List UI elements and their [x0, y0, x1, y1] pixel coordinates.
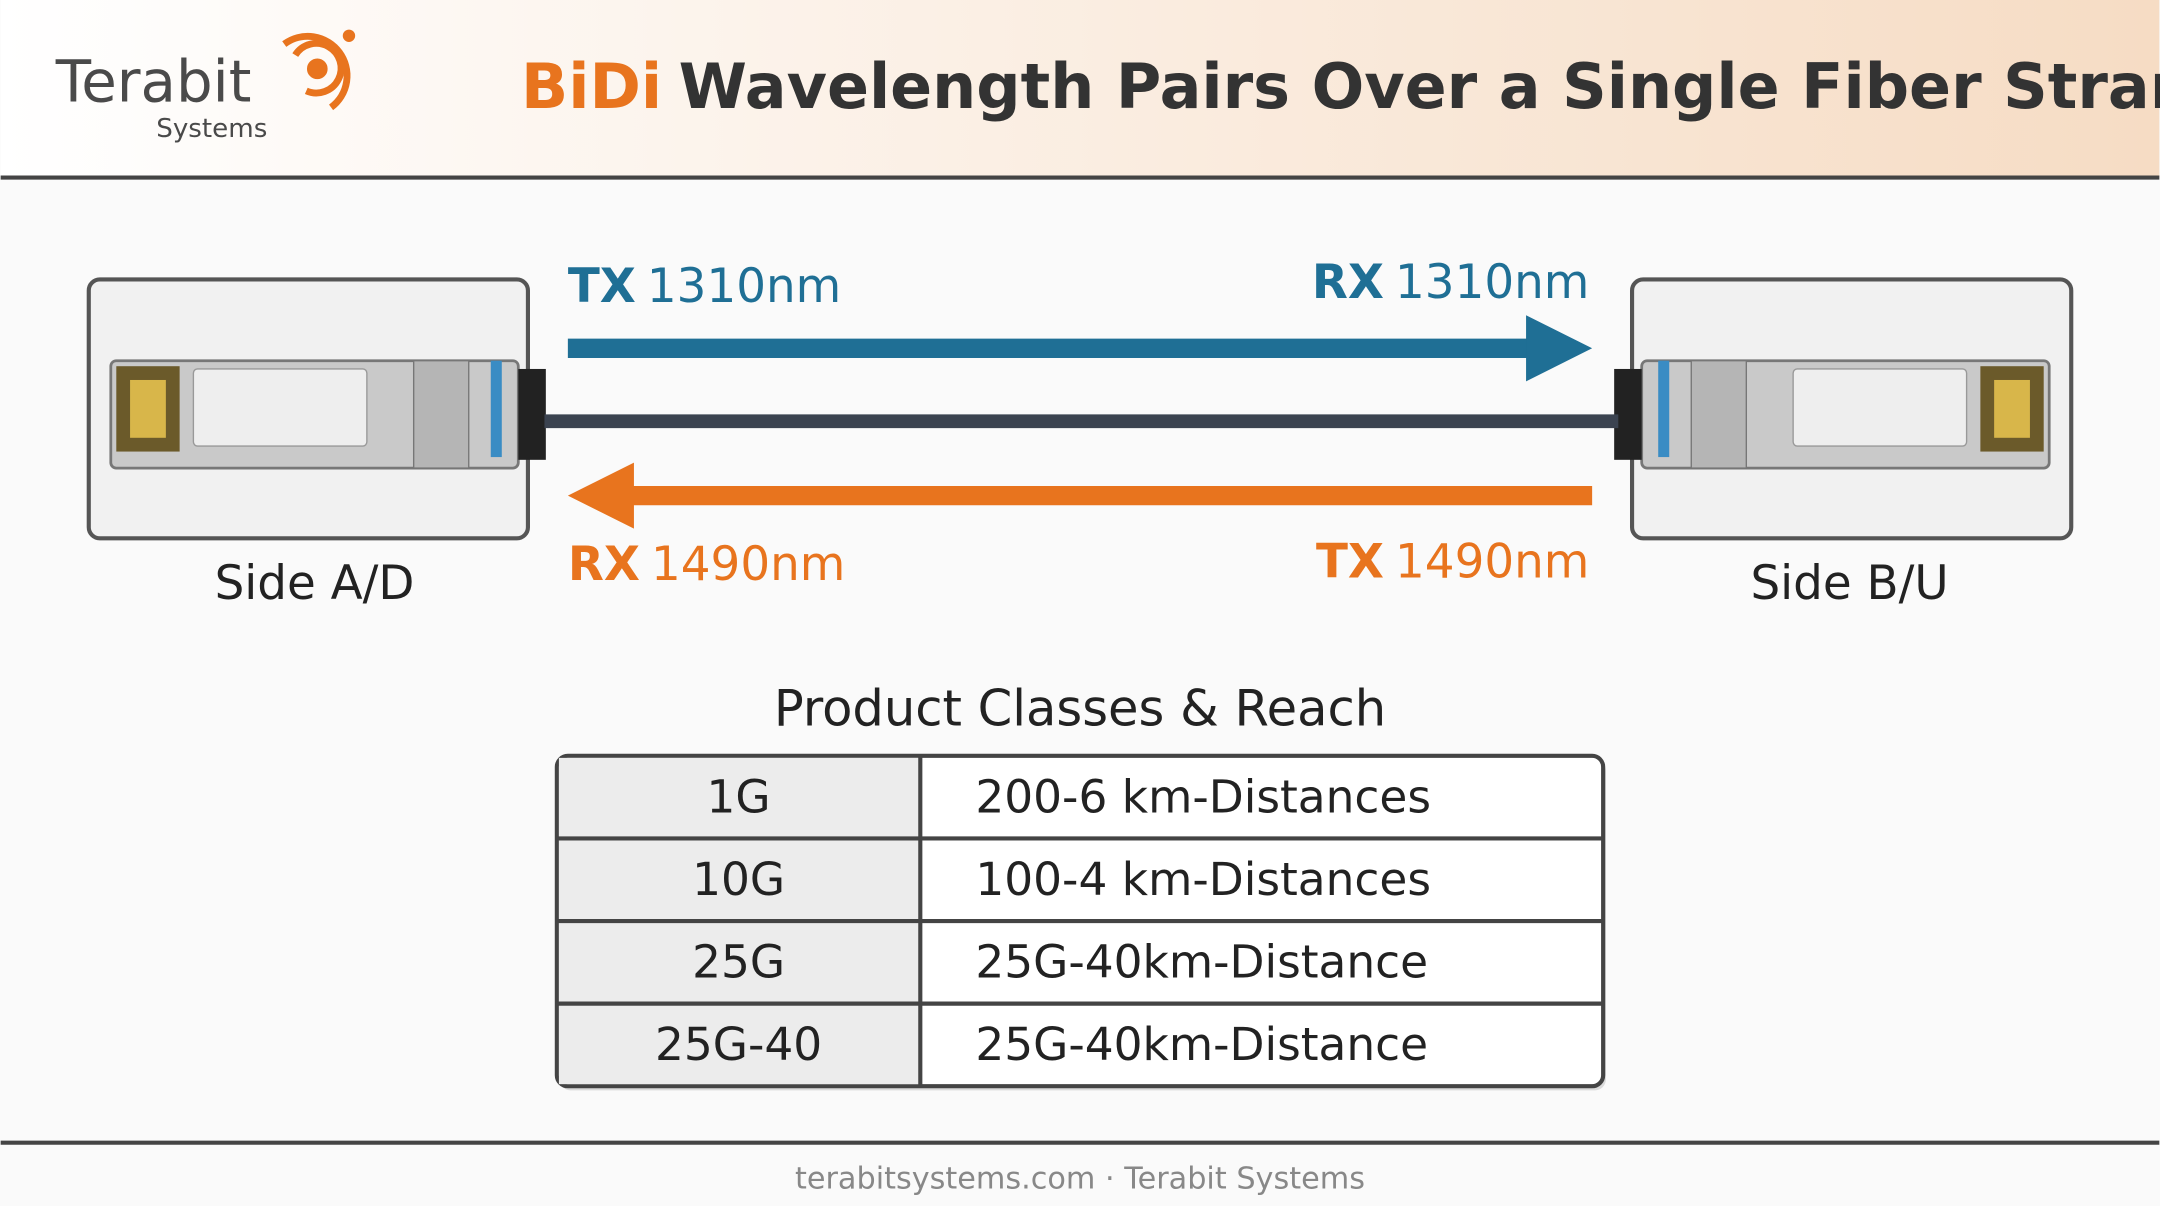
table-reach: 25G-40km-Distance	[975, 1018, 1428, 1071]
signal-role: RX	[568, 538, 640, 592]
table-title: Product Classes & Reach	[774, 679, 1386, 737]
signal-label: TX 1490nm	[1316, 535, 1589, 589]
logo-mark	[282, 29, 356, 111]
logo-arc	[292, 39, 345, 97]
table-class: 25G-40	[655, 1018, 822, 1071]
table-class: 10G	[692, 853, 785, 906]
signal-label: RX 1490nm	[568, 538, 845, 592]
signal-wavelength: 1490nm	[651, 538, 845, 592]
page-title: BiDi Wavelength Pairs Over a Single Fiber…	[521, 50, 2160, 123]
signal-wavelength: 1310nm	[647, 260, 841, 314]
logo-dot	[306, 58, 328, 80]
signal-wavelength: 1310nm	[1395, 255, 1589, 309]
transceiver-b	[1614, 279, 2071, 538]
table-reach: 200-6 km-Distances	[975, 770, 1431, 823]
table-reach: 100-4 km-Distances	[975, 853, 1431, 906]
module-label	[192, 368, 368, 447]
table-class: 25G	[692, 936, 785, 989]
table-reach: 25G-40km-Distance	[975, 936, 1428, 989]
title-highlight: BiDi	[521, 50, 662, 123]
arrow-1490-head	[567, 462, 634, 529]
side-b-label: Side B/U	[1750, 557, 1948, 611]
signal-role: RX	[1312, 255, 1384, 309]
module-contacts-pins	[130, 379, 166, 438]
logo-tagline: Systems	[156, 114, 267, 144]
signal-label: RX 1310nm	[1312, 255, 1589, 309]
title-rest: Wavelength Pairs Over a Single Fiber Str…	[679, 50, 2160, 123]
logo-arc	[282, 32, 351, 111]
table-cell-bg	[558, 840, 921, 919]
module-connector	[518, 368, 546, 460]
logo-dot	[342, 29, 356, 42]
table-cell-bg	[558, 923, 921, 1002]
footer: terabitsystems.com · Terabit Systems	[795, 1161, 1365, 1196]
side-a-label: Side A/D	[215, 557, 415, 611]
table-class: 1G	[707, 770, 771, 823]
table-cell-bg	[558, 1005, 921, 1085]
module-cage	[412, 360, 470, 469]
module-latch	[490, 360, 502, 458]
table: 1G 200-6 km-Distances 10G 100-4 km-Distance…	[554, 753, 1606, 1091]
signal-role: TX	[568, 260, 636, 314]
signal-wavelength: 1490nm	[1395, 535, 1589, 589]
table-cell-bg	[558, 757, 921, 837]
arrow-1310-head	[1526, 315, 1593, 382]
signal-label: TX 1310nm	[568, 260, 841, 314]
header-bg	[0, 0, 2160, 178]
logo-name: Terabit	[55, 47, 252, 115]
transceiver-a	[86, 277, 546, 541]
signal-role: TX	[1316, 535, 1384, 589]
